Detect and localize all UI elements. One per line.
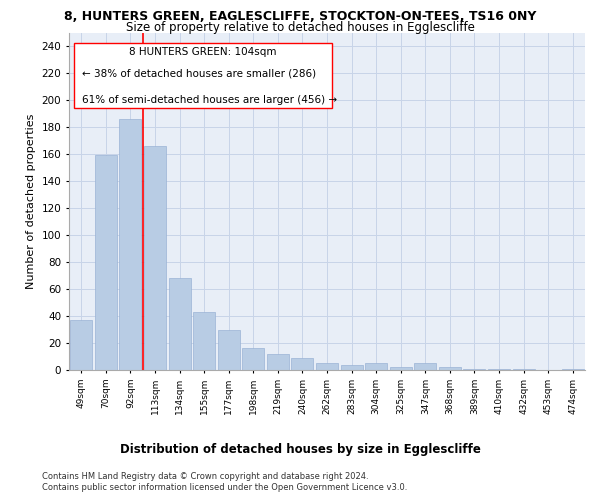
Y-axis label: Number of detached properties: Number of detached properties: [26, 114, 36, 289]
Bar: [119, 119, 142, 370]
Bar: [389, 368, 412, 370]
Text: Contains public sector information licensed under the Open Government Licence v3: Contains public sector information licen…: [42, 483, 407, 492]
Text: 8, HUNTERS GREEN, EAGLESCLIFFE, STOCKTON-ON-TEES, TS16 0NY: 8, HUNTERS GREEN, EAGLESCLIFFE, STOCKTON…: [64, 10, 536, 23]
Bar: [193, 312, 215, 370]
Bar: [267, 354, 289, 370]
Bar: [70, 320, 92, 370]
Text: 61% of semi-detached houses are larger (456) →: 61% of semi-detached houses are larger (…: [82, 95, 337, 105]
Text: Size of property relative to detached houses in Egglescliffe: Size of property relative to detached ho…: [125, 22, 475, 35]
Text: Contains HM Land Registry data © Crown copyright and database right 2024.: Contains HM Land Registry data © Crown c…: [42, 472, 368, 481]
Text: Distribution of detached houses by size in Egglescliffe: Distribution of detached houses by size …: [119, 442, 481, 456]
Bar: [512, 368, 535, 370]
FancyBboxPatch shape: [74, 42, 332, 108]
Bar: [488, 368, 510, 370]
Bar: [463, 368, 485, 370]
Bar: [562, 368, 584, 370]
Bar: [316, 363, 338, 370]
Bar: [439, 368, 461, 370]
Bar: [218, 330, 240, 370]
Text: 8 HUNTERS GREEN: 104sqm: 8 HUNTERS GREEN: 104sqm: [130, 46, 277, 56]
Bar: [414, 363, 436, 370]
Bar: [169, 278, 191, 370]
Bar: [341, 364, 362, 370]
Bar: [292, 358, 313, 370]
Bar: [95, 156, 117, 370]
Bar: [242, 348, 265, 370]
Bar: [144, 146, 166, 370]
Text: ← 38% of detached houses are smaller (286): ← 38% of detached houses are smaller (28…: [82, 68, 316, 78]
Bar: [365, 363, 387, 370]
